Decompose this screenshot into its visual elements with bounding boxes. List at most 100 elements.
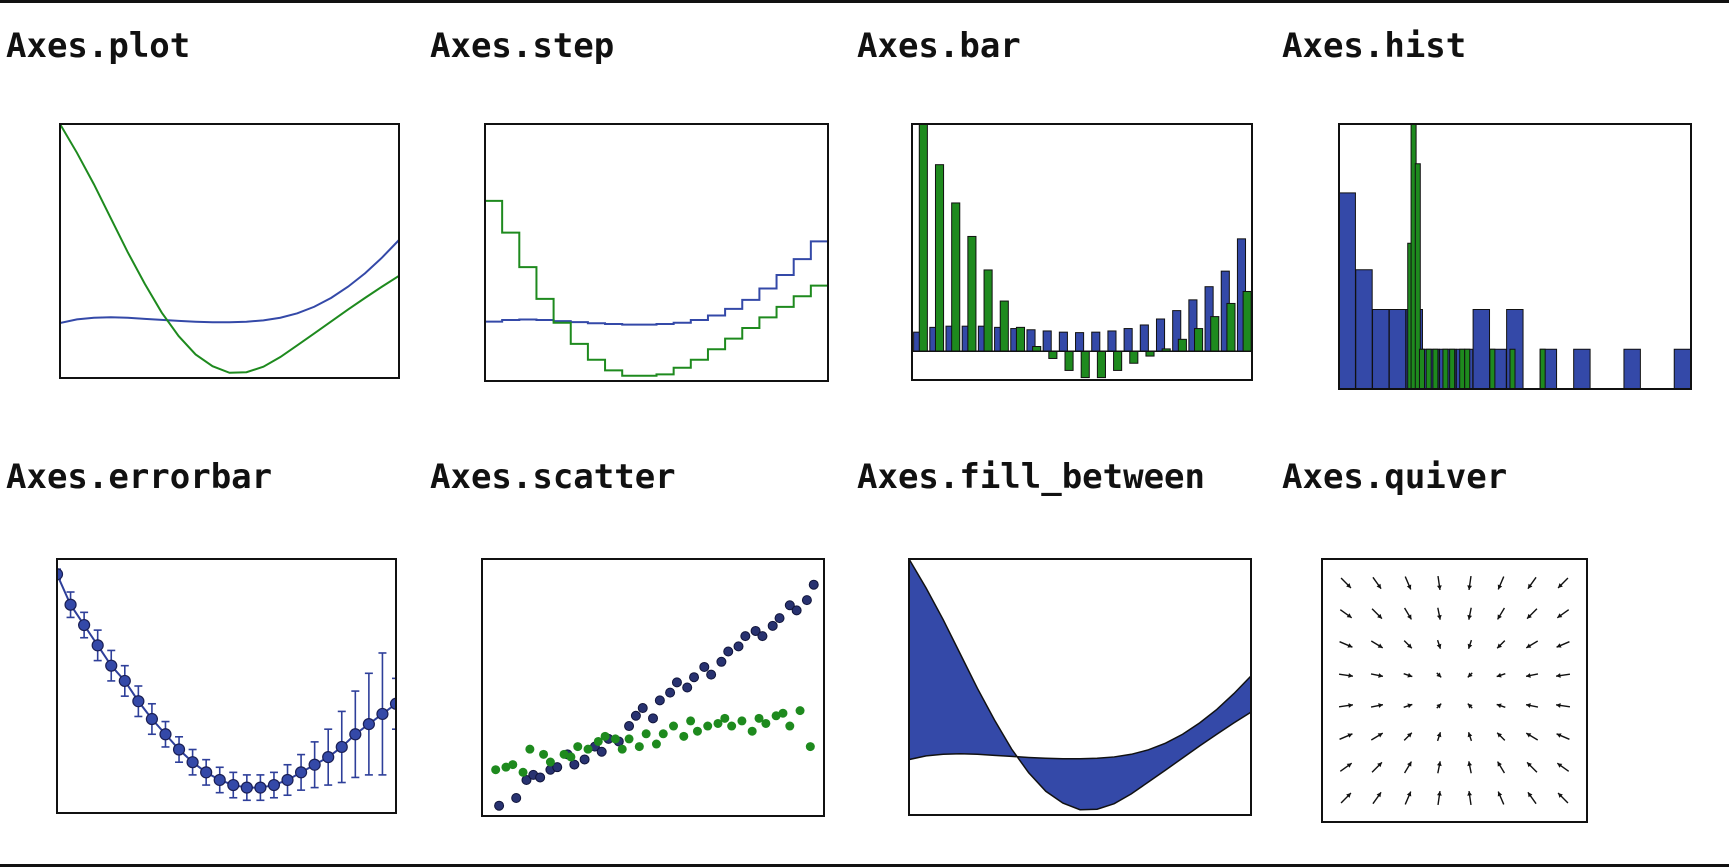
- scatter-point-dark_blue: [648, 713, 658, 724]
- hist-bar-blue: [1673, 348, 1691, 389]
- quiver-arrow-head: [1467, 614, 1473, 620]
- scatter-point-green: [508, 760, 518, 770]
- quiver-arrow-head: [1556, 703, 1561, 708]
- hist-bar-green: [1464, 348, 1471, 389]
- quiver-arrow-head: [1497, 584, 1503, 590]
- quiver-arrow-head: [1497, 761, 1502, 767]
- scatter-point-dark_blue: [801, 595, 812, 606]
- quiver-arrow-head: [1497, 732, 1502, 738]
- quiver-arrow-head: [1497, 791, 1503, 797]
- quiver-arrow-head: [1406, 584, 1412, 590]
- hist-bar-blue: [1372, 309, 1390, 389]
- errorbar-point: [349, 728, 362, 741]
- scatter-point-green: [600, 731, 610, 741]
- plot-area: [1339, 124, 1691, 389]
- quiver-arrow-head: [1377, 733, 1383, 738]
- quiver-arrow-head: [1407, 761, 1412, 767]
- quiver-arrow-head: [1377, 613, 1382, 619]
- bar-blue: [1091, 331, 1101, 352]
- quiver-arrow-head: [1467, 643, 1473, 649]
- scatter-point-dark_blue: [596, 746, 607, 757]
- bar-green: [1194, 328, 1204, 352]
- bar-axes: [911, 123, 1253, 381]
- step-series-line-green: [485, 169, 828, 377]
- quiver-arrow-head: [1436, 703, 1442, 709]
- scatter-point-dark_blue: [494, 800, 505, 811]
- panel-title-scatter: Axes.scatter: [430, 457, 676, 497]
- scatter-point-dark_blue: [579, 754, 590, 765]
- plot-series-line-green: [60, 124, 399, 374]
- scatter-point-dark_blue: [791, 605, 802, 616]
- scatter-point-green: [720, 713, 730, 723]
- quiver-arrow-head: [1467, 791, 1473, 796]
- errorbar-point: [145, 712, 159, 726]
- step-series-line-blue: [485, 240, 828, 326]
- scatter-point-dark_blue: [682, 682, 693, 693]
- quiver-arrow-head: [1436, 643, 1442, 649]
- quiver-arrow-head: [1347, 643, 1353, 648]
- quiver-arrow-head: [1346, 793, 1351, 798]
- quiver-arrow-head: [1348, 703, 1353, 708]
- scatter-point-green: [525, 744, 535, 754]
- scatter-point-green: [583, 744, 593, 754]
- quiver-arrow-head: [1467, 703, 1473, 709]
- bar-green: [1129, 350, 1139, 364]
- scatter-point-green: [491, 765, 501, 775]
- errorbar-point: [64, 598, 77, 611]
- quiver-arrow-head: [1346, 613, 1352, 618]
- errorbar-point: [335, 740, 348, 754]
- bar-green: [1210, 316, 1220, 352]
- quiver-arrow-head: [1436, 585, 1442, 590]
- hist-bar-blue: [1472, 309, 1491, 389]
- bar-blue: [1058, 331, 1068, 352]
- bar-green: [999, 300, 1009, 352]
- quiver-arrow-head: [1497, 643, 1502, 649]
- errorbar-point: [281, 773, 294, 787]
- scatter-point-dark_blue: [723, 646, 734, 657]
- scatter-point-green: [518, 767, 528, 777]
- hist-bar-blue: [1623, 348, 1641, 389]
- quiver-arrow-head: [1526, 733, 1532, 738]
- quiver-arrow-head: [1467, 585, 1473, 590]
- bar-blue: [1139, 324, 1149, 352]
- axes-frame-2: [911, 123, 1253, 381]
- scatter-point-green: [754, 713, 764, 723]
- plot-axes: [59, 123, 400, 379]
- errorbar-point: [294, 766, 308, 779]
- quiver-arrow-head: [1557, 763, 1563, 768]
- hist-bar-blue: [1573, 348, 1591, 389]
- scatter-point-green: [679, 731, 689, 741]
- scatter-point-dark_blue: [637, 703, 648, 714]
- hist-bar-blue: [1339, 192, 1356, 389]
- scatter-point-green: [559, 749, 569, 759]
- scatter-point-green: [795, 706, 805, 716]
- scatter-point-dark_blue: [767, 620, 778, 631]
- scatter-point-green: [727, 721, 737, 731]
- bar-green: [1113, 350, 1123, 371]
- scatter-point-dark_blue: [569, 759, 580, 770]
- quiver-arrow-head: [1527, 792, 1533, 798]
- bar-green: [1080, 350, 1090, 379]
- errorbar-point: [213, 773, 226, 787]
- quiver-arrow-head: [1436, 614, 1442, 620]
- quiver-arrow-head: [1348, 673, 1353, 678]
- scatter-point-dark_blue: [706, 669, 717, 680]
- panel-title-bar: Axes.bar: [857, 26, 1021, 66]
- scatter-point-green: [641, 729, 651, 739]
- scatter-point-dark_blue: [624, 721, 635, 732]
- bar-green: [934, 164, 945, 352]
- errorbar-point: [240, 781, 253, 794]
- scatter-point-green: [805, 742, 815, 752]
- quiver-arrow-head: [1467, 672, 1473, 678]
- scatter-point-dark_blue: [552, 762, 563, 773]
- quiver-arrow-head: [1407, 672, 1413, 678]
- errorbar-point: [389, 697, 396, 710]
- errorbar-point: [308, 758, 321, 771]
- errorbar-point: [322, 751, 335, 764]
- panel-title-quiver: Axes.quiver: [1282, 457, 1507, 497]
- scatter-point-green: [713, 718, 723, 728]
- errorbar-point: [118, 674, 131, 688]
- hist-bar-green: [1414, 163, 1421, 389]
- quiver-arrow-head: [1497, 614, 1502, 620]
- errorbar-point: [91, 639, 104, 652]
